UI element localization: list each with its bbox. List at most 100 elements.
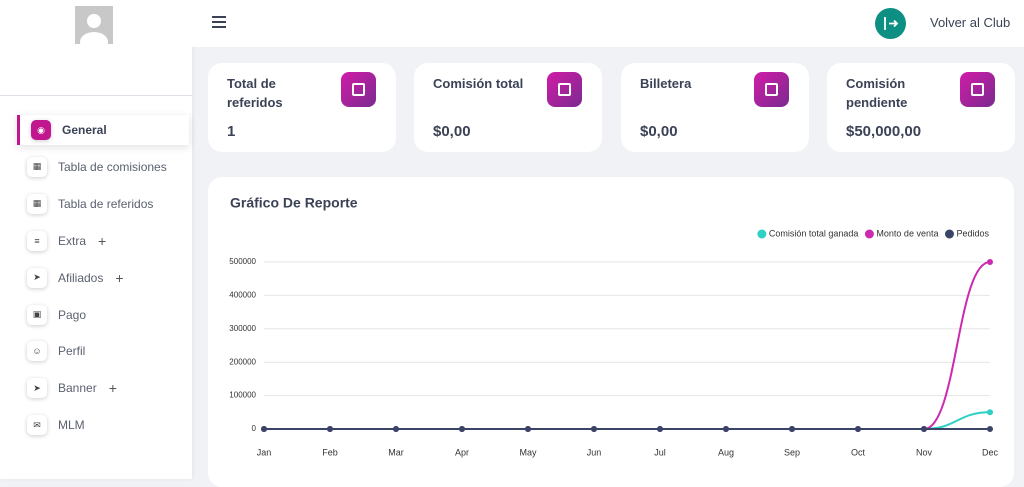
expand-icon[interactable]: +	[98, 232, 107, 249]
exit-icon	[884, 17, 899, 30]
x-tick-label: Sep	[784, 447, 800, 457]
point	[525, 426, 531, 432]
menu-icon: ➤	[27, 267, 47, 288]
y-tick-label: 200000	[229, 357, 256, 366]
card-value: $0,00	[433, 123, 471, 140]
point	[987, 426, 993, 432]
card-label: Comisión pendiente	[846, 76, 908, 110]
avatar-icon	[80, 14, 108, 44]
x-tick-label: Mar	[388, 447, 404, 457]
card-label: Comisión total	[433, 76, 524, 91]
card-icon	[754, 72, 789, 107]
menu-item[interactable]: ▦ Tabla de comisiones	[17, 152, 186, 182]
y-tick-label: 400000	[229, 291, 256, 300]
card-glyph	[352, 83, 365, 96]
point	[855, 426, 861, 432]
menu-item[interactable]: ▣ Pago	[17, 300, 186, 330]
legend-marker	[757, 229, 767, 239]
menu-icon: ▦	[27, 193, 47, 214]
chart-title: Gráfico De Reporte	[230, 195, 358, 211]
x-tick-label: Apr	[455, 447, 469, 457]
exit-button[interactable]	[875, 8, 906, 39]
series-line	[264, 261, 991, 430]
menu-label: Extra	[58, 233, 87, 248]
menu-icon: ➤	[27, 378, 47, 399]
x-tick-label: Dec	[982, 447, 999, 457]
card-icon	[960, 72, 995, 107]
point	[723, 426, 729, 432]
menu-icon: ☺	[27, 341, 47, 362]
series-line	[264, 411, 991, 430]
menu-toggle[interactable]	[212, 16, 226, 31]
x-tick-label: Oct	[851, 447, 866, 457]
menu-item[interactable]: ✉ MLM	[17, 410, 186, 440]
card-glyph	[971, 83, 984, 96]
card-glyph	[558, 83, 571, 96]
menu-icon: ≡	[27, 230, 47, 251]
menu-item[interactable]: ➤ Banner +	[17, 373, 186, 403]
point	[459, 426, 465, 432]
point	[789, 426, 795, 432]
menu-item[interactable]: ≡ Extra +	[17, 226, 186, 256]
card-icon	[341, 72, 376, 107]
card-icon	[547, 72, 582, 107]
stat-card: Billetera $0,00	[621, 63, 809, 152]
point	[987, 259, 993, 265]
y-tick-label: 100000	[229, 391, 256, 400]
x-tick-label: Jun	[587, 447, 602, 457]
stat-card: Comisión pendiente $50,000,00	[827, 63, 1015, 152]
card-value: $50,000,00	[846, 123, 922, 140]
menu-label: Banner	[58, 381, 97, 396]
menu-item[interactable]: ➤ Afiliados +	[17, 263, 186, 293]
card-value: 1	[227, 123, 236, 140]
x-tick-label: Jul	[654, 447, 666, 457]
card-value: $0,00	[640, 123, 678, 140]
divider	[0, 95, 192, 96]
point	[921, 426, 927, 432]
stat-card: Comisión total $0,00	[414, 63, 602, 152]
point	[261, 426, 267, 432]
menu-label: Tabla de comisiones	[58, 159, 167, 174]
stat-card: Total de referidos 1	[208, 63, 396, 152]
legend-label: Comisión total ganada	[769, 228, 859, 238]
menu-icon: ✉	[27, 415, 47, 436]
menu-item[interactable]: ☺ Perfil	[17, 336, 186, 366]
legend-marker	[944, 229, 954, 239]
menu-label: Perfil	[58, 344, 86, 359]
card-glyph	[765, 83, 778, 96]
legend-label: Pedidos	[956, 228, 989, 238]
x-tick-label: Jan	[257, 447, 272, 457]
menu-item[interactable]: ◉ General	[17, 115, 189, 145]
legend-marker	[864, 229, 874, 239]
card-label: Total de referidos	[227, 76, 283, 110]
topbar: Volver al Club	[192, 0, 1024, 47]
chart-card: Gráfico De Reporte 0 100000 200000 300000 40…	[208, 177, 1014, 487]
point	[327, 426, 333, 432]
expand-icon[interactable]: +	[115, 269, 124, 286]
menu-icon: ▦	[27, 156, 47, 177]
expand-icon[interactable]: +	[108, 380, 117, 397]
y-tick-label: 500000	[229, 257, 256, 266]
x-tick-label: May	[519, 447, 537, 457]
legend-label: Monto de venta	[876, 228, 938, 238]
point	[393, 426, 399, 432]
menu-label: Tabla de referidos	[58, 196, 154, 211]
x-tick-label: Aug	[718, 447, 734, 457]
point	[591, 426, 597, 432]
menu-icon: ▣	[27, 304, 47, 325]
point	[987, 409, 993, 416]
chart: Gráfico De Reporte 0 100000 200000 300000 40…	[229, 195, 999, 458]
menu-label: General	[62, 123, 107, 137]
club-link[interactable]: Volver al Club	[930, 15, 1011, 30]
menu-icon: ◉	[31, 120, 51, 140]
avatar	[75, 6, 113, 44]
sidebar: ◉ General ▦ Tabla de comisiones ▦ Tabla de re…	[0, 0, 192, 479]
menu-label: Afiliados	[58, 270, 104, 285]
x-tick-label: Feb	[322, 447, 338, 457]
x-tick-label: Nov	[916, 447, 933, 457]
y-tick-label: 0	[252, 424, 257, 433]
menu-item[interactable]: ▦ Tabla de referidos	[17, 189, 186, 219]
menu-label: MLM	[58, 418, 85, 433]
